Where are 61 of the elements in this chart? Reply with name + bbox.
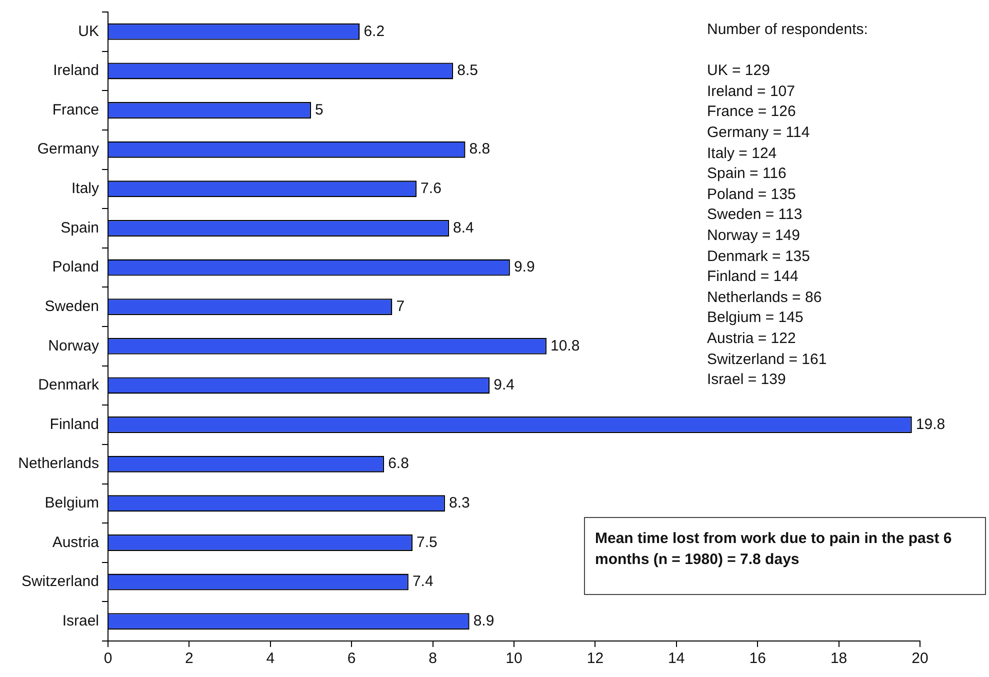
annotation: Sweden = 113: [707, 205, 804, 226]
data-label: 6.2: [364, 22, 385, 40]
annotation: UK = 129: [707, 61, 771, 82]
y-tick-label: Germany: [37, 140, 100, 158]
x-tick-label: 4: [266, 650, 275, 668]
y-tick-label: Switzerland: [21, 573, 99, 590]
data-label: 7.4: [412, 573, 434, 590]
y-tick-label: Ireland: [53, 62, 99, 80]
y-tick-label: UK: [78, 22, 99, 40]
x-tick-label: 8: [428, 650, 437, 668]
x-tick-label: 18: [830, 650, 848, 668]
y-tick-label: Norway: [48, 337, 100, 354]
y-tick-label: Netherlands: [18, 455, 99, 472]
data-label: 8.4: [453, 219, 474, 236]
y-tick-label: Poland: [52, 258, 99, 276]
data-label: 8.8: [469, 140, 490, 158]
annotation: Finland = 144: [707, 267, 800, 288]
x-tick-label: 10: [506, 650, 522, 668]
annotation: Number of respondents:: [707, 20, 868, 40]
annotation: Norway = 149: [707, 226, 801, 246]
annotation: Denmark = 135: [707, 246, 811, 267]
annotation: Belgium = 145: [707, 308, 804, 328]
data-label: 10.8: [550, 337, 580, 354]
annotation: Switzerland = 161: [707, 350, 828, 370]
y-tick-label: Austria: [52, 534, 100, 551]
y-tick-label: Denmark: [38, 376, 100, 394]
annotation: Germany = 114: [707, 122, 811, 143]
y-tick-label: Israel: [62, 612, 99, 630]
data-label: 7: [396, 298, 405, 315]
x-tick-label: 20: [912, 650, 928, 668]
data-label: 8.5: [457, 62, 478, 80]
y-tick-label: France: [52, 101, 99, 118]
x-tick-label: 16: [749, 650, 766, 668]
data-label: 8.3: [448, 494, 470, 512]
x-tick-label: 0: [104, 650, 112, 668]
y-tick-label: Finland: [50, 416, 99, 433]
data-label: 7.5: [416, 534, 438, 551]
x-tick-label: 14: [668, 650, 685, 668]
y-tick-label: Spain: [60, 219, 99, 236]
data-label: 8.9: [473, 612, 494, 630]
x-tick-label: 12: [586, 650, 604, 668]
data-label: 19.8: [916, 416, 946, 433]
annotation: Spain = 116: [707, 164, 788, 184]
data-label: 9.9: [514, 258, 535, 276]
data-label: 5: [315, 101, 324, 118]
annotation: Austria = 122: [707, 328, 797, 349]
annotation: Ireland = 107: [707, 82, 796, 102]
y-tick-label: Italy: [71, 180, 100, 198]
y-tick-label: Belgium: [44, 494, 99, 512]
annotation: Italy = 124: [707, 144, 778, 164]
annotation: Israel = 139: [707, 370, 787, 390]
data-label: 6.8: [388, 455, 409, 472]
annotation: Poland = 135: [707, 184, 797, 205]
annotation: Netherlands = 86: [707, 288, 823, 308]
y-tick-label: Sweden: [44, 298, 99, 315]
data-label: 9.4: [494, 376, 514, 394]
annotation: Mean time lost from work due to pain in the past 6 months (n = 1980) = 7.8 days: [584, 517, 986, 595]
x-tick-label: 6: [347, 650, 356, 668]
data-label: 7.6: [420, 180, 442, 198]
annotation: France = 126: [707, 102, 797, 122]
x-tick-label: 2: [185, 650, 194, 668]
